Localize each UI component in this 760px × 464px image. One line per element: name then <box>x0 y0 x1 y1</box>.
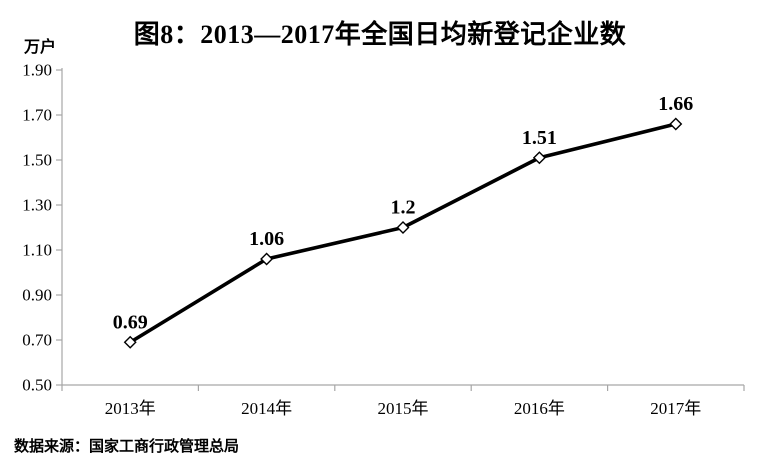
x-axis-label: 2014年 <box>241 399 292 418</box>
data-point-marker <box>669 117 683 131</box>
data-source-note: 数据来源：国家工商行政管理总局 <box>14 438 240 455</box>
y-tick-label: 1.50 <box>22 151 52 170</box>
data-point-label: 1.51 <box>522 127 557 149</box>
y-tick-label: 1.10 <box>22 241 52 260</box>
data-point-label: 1.06 <box>249 228 284 250</box>
data-point-label: 0.69 <box>113 311 148 333</box>
data-point-marker <box>123 335 137 349</box>
y-tick-label: 1.90 <box>22 61 52 80</box>
chart-title: 图8：2013—2017年全国日均新登记企业数 <box>133 20 627 49</box>
data-point-label: 1.66 <box>658 93 693 115</box>
data-point-marker <box>396 221 410 234</box>
y-tick-label: 0.70 <box>22 331 52 350</box>
data-point-marker <box>260 252 274 266</box>
y-tick-label: 1.30 <box>22 196 52 215</box>
data-point-label: 1.2 <box>391 197 416 219</box>
x-axis-label: 2016年 <box>514 399 565 418</box>
x-axis-label: 2015年 <box>378 399 429 418</box>
data-point-marker <box>532 151 546 165</box>
y-tick-label: 0.90 <box>22 286 52 305</box>
x-axis-label: 2017年 <box>650 399 701 418</box>
x-axis-label: 2013年 <box>105 399 156 418</box>
y-axis-unit-label: 万户 <box>24 39 57 56</box>
y-tick-label: 0.50 <box>22 376 52 395</box>
y-tick-label: 1.70 <box>22 106 52 125</box>
